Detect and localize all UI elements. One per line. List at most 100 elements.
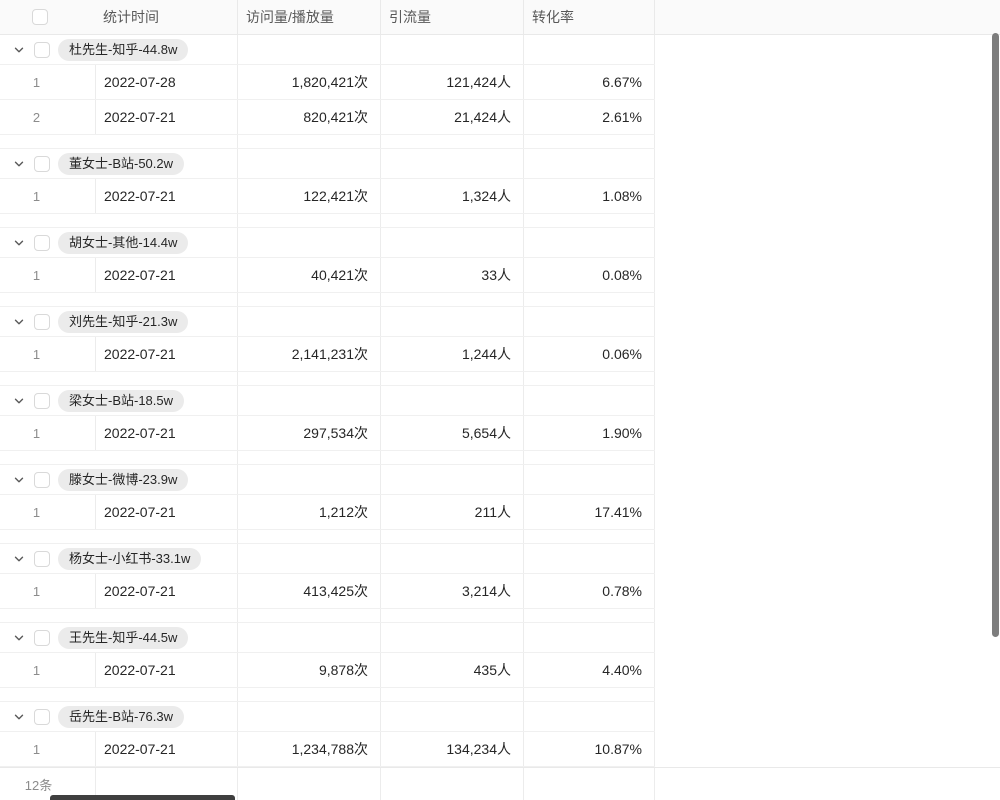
group-checkbox[interactable] [34, 234, 50, 251]
table-group: 刘先生-知乎-21.3w 1 2022-07-21 2,141,231次 1,2… [0, 307, 1000, 386]
group-header-row: 董女士-B站-50.2w [0, 149, 655, 179]
chevron-down-icon[interactable] [12, 631, 26, 645]
column-header-time: 统计时间 [103, 9, 159, 25]
row-index: 1 [32, 74, 41, 90]
group-header-row: 岳先生-B站-76.3w [0, 702, 655, 732]
cell-time: 2022-07-21 [95, 416, 237, 450]
cell-visits: 1,234,788次 [237, 732, 380, 766]
table-row: 1 2022-07-21 122,421次 1,324人 1.08% [0, 179, 655, 214]
table-row: 1 2022-07-21 1,212次 211人 17.41% [0, 495, 655, 530]
cell-leads: 5,654人 [380, 416, 523, 450]
cell-leads: 21,424人 [380, 100, 523, 134]
table-group: 杨女士-小红书-33.1w 1 2022-07-21 413,425次 3,21… [0, 544, 1000, 623]
group-header-row: 王先生-知乎-44.5w [0, 623, 655, 653]
cell-leads: 33人 [380, 258, 523, 292]
table-row: 1 2022-07-21 2,141,231次 1,244人 0.06% [0, 337, 655, 372]
cell-leads: 121,424人 [380, 65, 523, 99]
group-checkbox[interactable] [34, 708, 50, 725]
group-title-badge: 滕女士-微博-23.9w [58, 468, 189, 491]
row-index: 1 [32, 504, 41, 520]
group-gap [0, 293, 655, 307]
table-row: 1 2022-07-28 1,820,421次 121,424人 6.67% [0, 65, 655, 100]
cell-visits: 122,421次 [237, 179, 380, 213]
horizontal-scrollbar-thumb[interactable] [50, 795, 235, 800]
select-all-checkbox[interactable] [32, 9, 48, 25]
group-title-badge: 董女士-B站-50.2w [58, 152, 185, 175]
row-index: 1 [32, 267, 41, 283]
cell-visits: 1,820,421次 [237, 65, 380, 99]
group-title-badge: 胡女士-其他-14.4w [58, 231, 189, 254]
cell-time: 2022-07-21 [95, 337, 237, 371]
chevron-down-icon[interactable] [12, 552, 26, 566]
table-group: 岳先生-B站-76.3w 1 2022-07-21 1,234,788次 134… [0, 702, 1000, 767]
group-gap [0, 214, 655, 228]
cell-visits: 820,421次 [237, 100, 380, 134]
cell-time: 2022-07-21 [95, 653, 237, 687]
group-title-badge: 王先生-知乎-44.5w [58, 626, 189, 649]
group-checkbox[interactable] [34, 471, 50, 488]
group-title-badge: 杨女士-小红书-33.1w [58, 547, 202, 570]
cell-time: 2022-07-21 [95, 179, 237, 213]
group-header-row: 杜先生-知乎-44.8w [0, 35, 655, 65]
cell-time: 2022-07-21 [95, 495, 237, 529]
cell-leads: 3,214人 [380, 574, 523, 608]
chevron-down-icon[interactable] [12, 473, 26, 487]
cell-leads: 1,324人 [380, 179, 523, 213]
group-gap [0, 530, 655, 544]
row-index: 1 [32, 741, 41, 757]
group-title-badge: 刘先生-知乎-21.3w [58, 310, 189, 333]
header-select-cell [0, 0, 95, 34]
group-header-row: 梁女士-B站-18.5w [0, 386, 655, 416]
cell-conversion: 4.40% [523, 653, 655, 687]
group-checkbox[interactable] [34, 41, 50, 58]
column-header-leads: 引流量 [380, 0, 523, 34]
cell-visits: 1,212次 [237, 495, 380, 529]
cell-conversion: 6.67% [523, 65, 655, 99]
group-gap [0, 135, 655, 149]
cell-leads: 1,244人 [380, 337, 523, 371]
cell-time: 2022-07-21 [95, 574, 237, 608]
chevron-down-icon[interactable] [12, 710, 26, 724]
group-gap [0, 372, 655, 386]
cell-visits: 2,141,231次 [237, 337, 380, 371]
chevron-down-icon[interactable] [12, 315, 26, 329]
row-index: 1 [32, 425, 41, 441]
cell-conversion: 0.08% [523, 258, 655, 292]
table-group: 胡女士-其他-14.4w 1 2022-07-21 40,421次 33人 0.… [0, 228, 1000, 307]
table-header: 统计时间 访问量/播放量 引流量 转化率 [0, 0, 1000, 35]
row-index: 1 [32, 583, 41, 599]
chevron-down-icon[interactable] [12, 236, 26, 250]
row-index: 1 [32, 346, 41, 362]
cell-leads: 435人 [380, 653, 523, 687]
cell-time: 2022-07-21 [95, 100, 237, 134]
vertical-scrollbar-thumb[interactable] [992, 33, 999, 637]
table-group: 梁女士-B站-18.5w 1 2022-07-21 297,534次 5,654… [0, 386, 1000, 465]
cell-conversion: 0.78% [523, 574, 655, 608]
group-checkbox[interactable] [34, 392, 50, 409]
group-header-row: 刘先生-知乎-21.3w [0, 307, 655, 337]
chevron-down-icon[interactable] [12, 43, 26, 57]
row-index: 1 [32, 662, 41, 678]
total-count: 12条 [24, 777, 53, 793]
cell-conversion: 17.41% [523, 495, 655, 529]
cell-visits: 297,534次 [237, 416, 380, 450]
cell-time: 2022-07-28 [95, 65, 237, 99]
table-group: 王先生-知乎-44.5w 1 2022-07-21 9,878次 435人 4.… [0, 623, 1000, 702]
group-checkbox[interactable] [34, 313, 50, 330]
cell-conversion: 1.90% [523, 416, 655, 450]
table-footer: 12条 [0, 767, 1000, 800]
group-checkbox[interactable] [34, 155, 50, 172]
row-index: 1 [32, 188, 41, 204]
table-group: 滕女士-微博-23.9w 1 2022-07-21 1,212次 211人 17… [0, 465, 1000, 544]
column-header-visits: 访问量/播放量 [237, 0, 380, 34]
group-gap [0, 609, 655, 623]
chevron-down-icon[interactable] [12, 157, 26, 171]
chevron-down-icon[interactable] [12, 394, 26, 408]
group-title-badge: 岳先生-B站-76.3w [58, 705, 185, 728]
table-row: 1 2022-07-21 413,425次 3,214人 0.78% [0, 574, 655, 609]
group-checkbox[interactable] [34, 629, 50, 646]
cell-conversion: 2.61% [523, 100, 655, 134]
group-title-badge: 梁女士-B站-18.5w [58, 389, 185, 412]
group-checkbox[interactable] [34, 550, 50, 567]
